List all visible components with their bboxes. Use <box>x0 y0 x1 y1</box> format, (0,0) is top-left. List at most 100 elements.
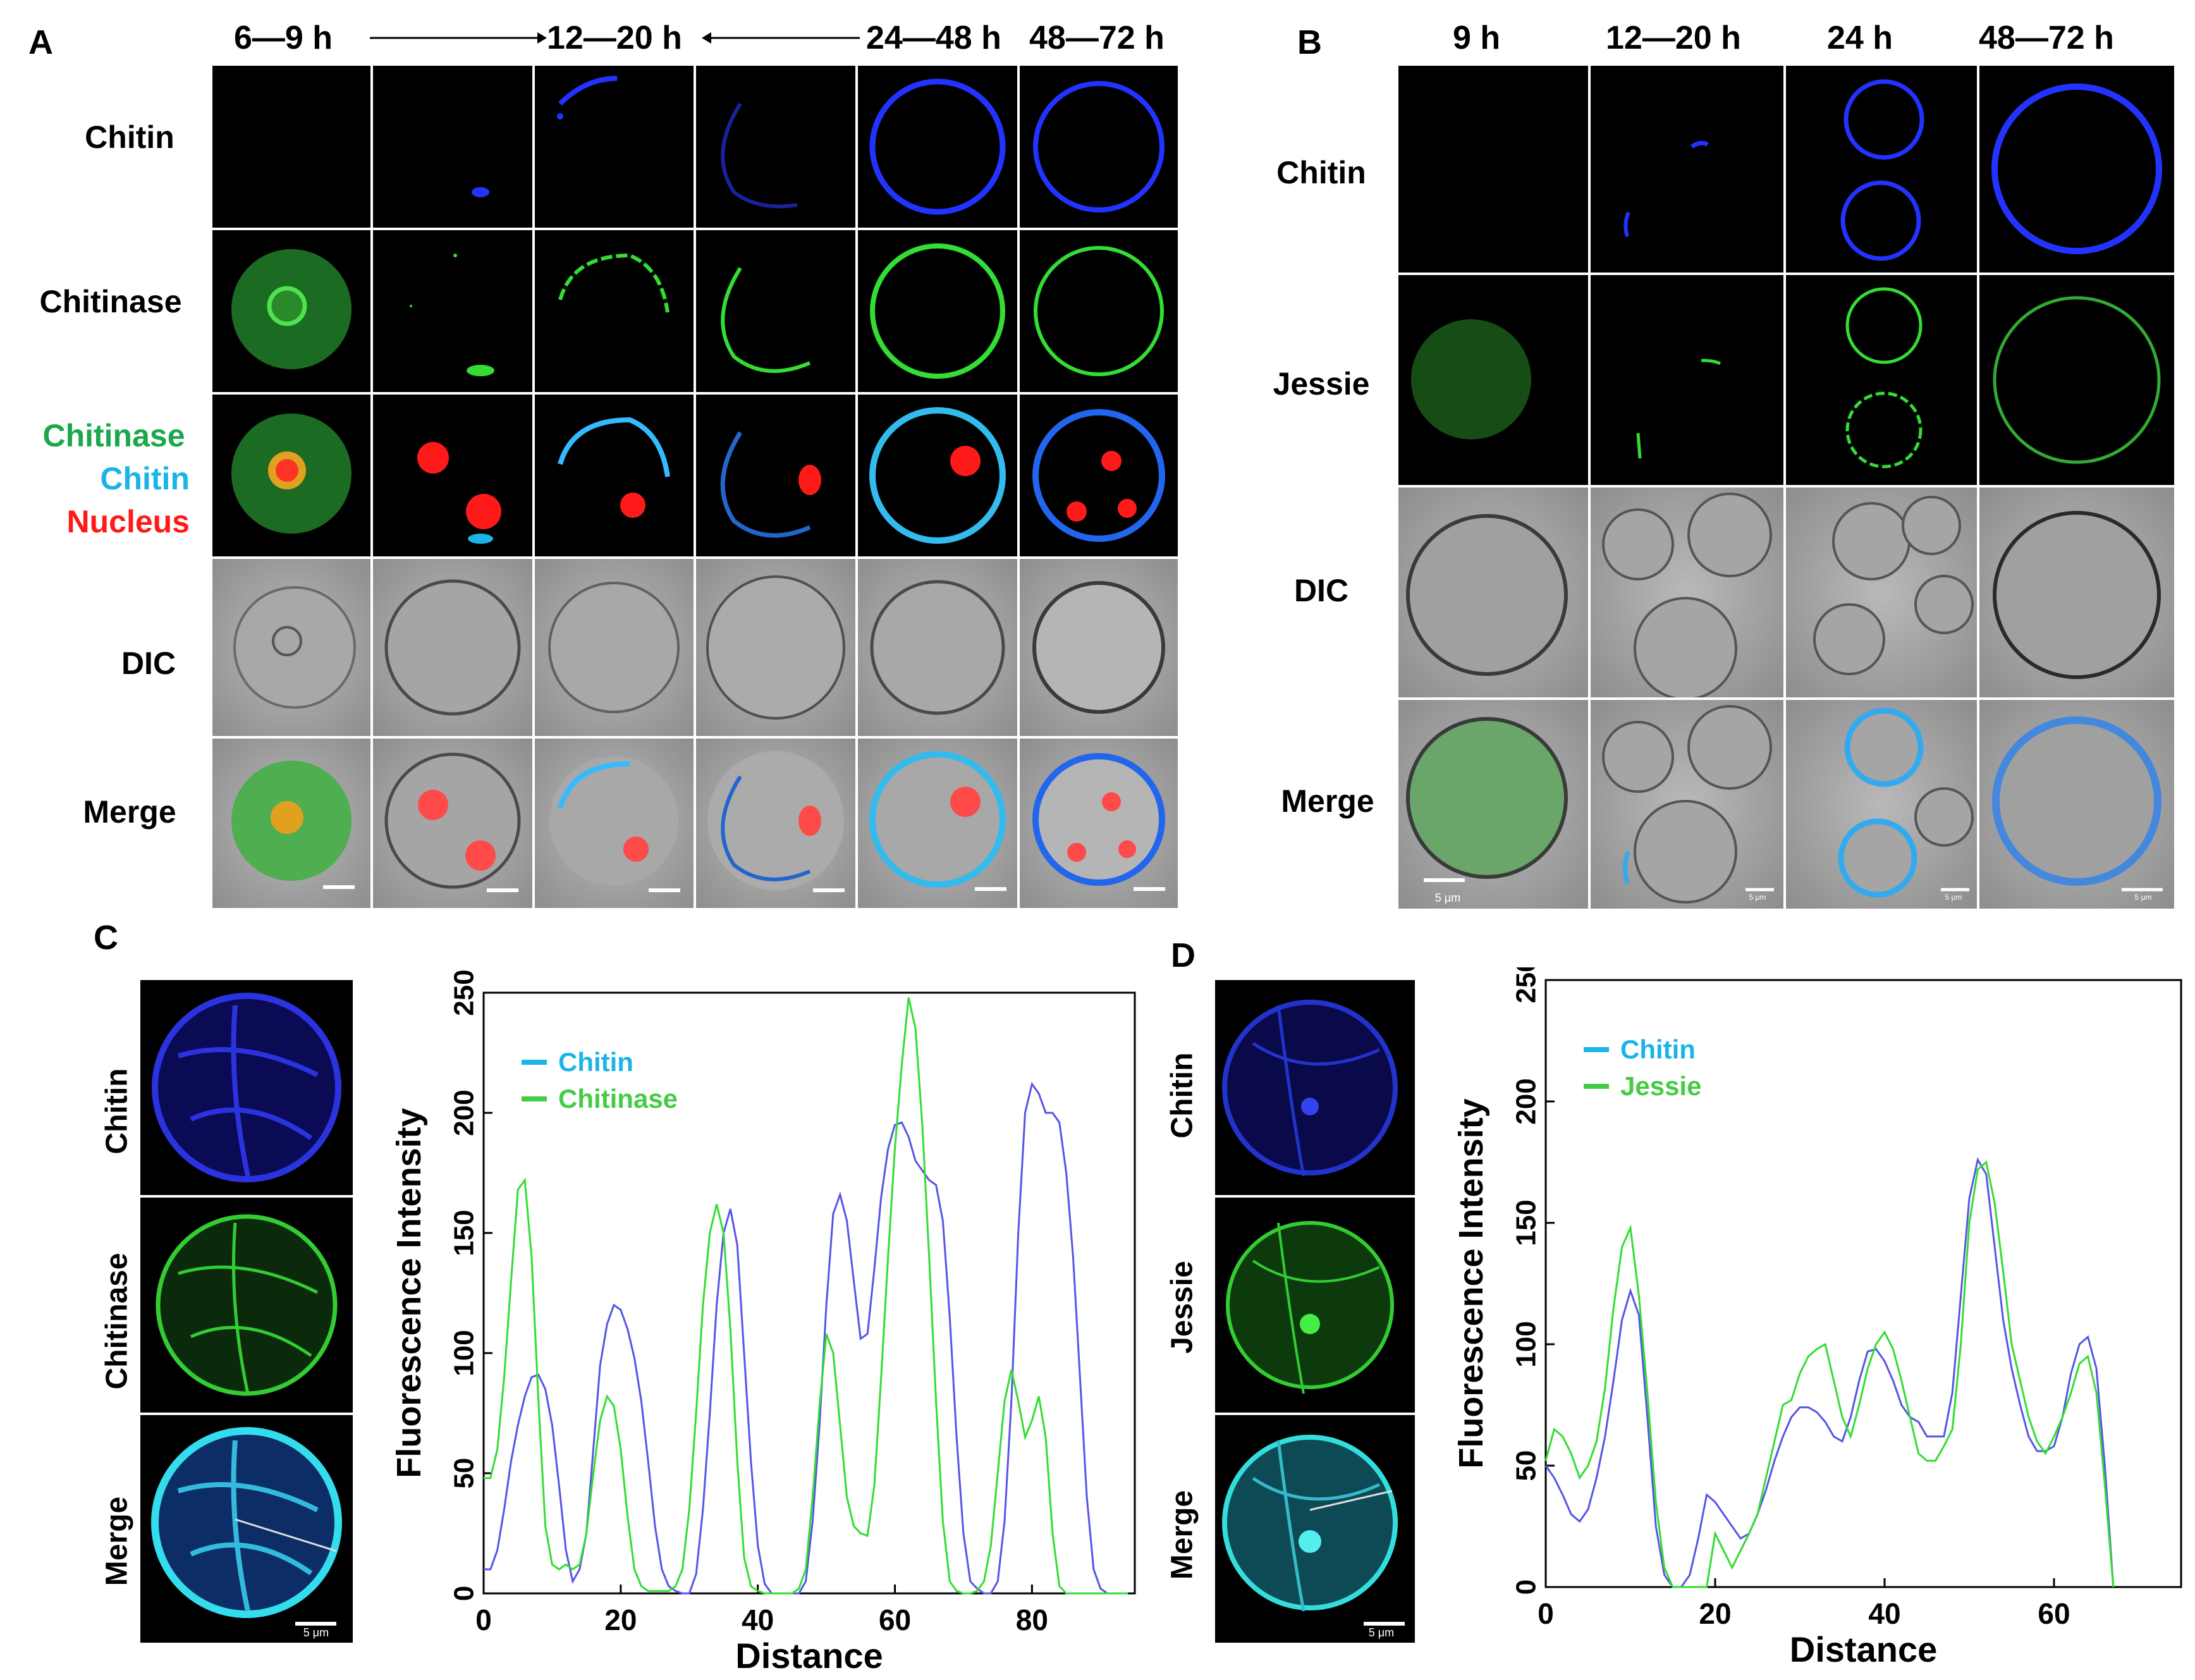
panel-a-overlay-img-4 <box>696 395 855 556</box>
y-tick-label: 200 <box>1511 1078 1542 1124</box>
panel-a-header-1: 6—9 h <box>234 20 333 56</box>
panel-a-overlay-img-5 <box>858 395 1017 556</box>
series-line-chitinase <box>484 997 1128 1595</box>
panel-d-scale: 5 μm <box>1368 1626 1395 1639</box>
panel-a-time-arrows <box>370 32 860 44</box>
legend-label-chitin: Chitin <box>1620 1034 1696 1064</box>
panel-c-scale: 5 μm <box>303 1626 329 1639</box>
panel-d-jessie-img <box>1215 1198 1415 1413</box>
panel-b-merge-img-1 <box>1398 700 1588 909</box>
panel-a-legend-chitinase: Chitinase <box>42 418 185 453</box>
panel-b-jessie-img-1 <box>1398 275 1588 485</box>
panel-b-merge-img-4 <box>1979 700 2174 909</box>
panel-b-dic-img-4 <box>1979 487 2174 697</box>
y-tick-label: 100 <box>449 1330 480 1376</box>
panel-a-dic-img-2 <box>373 559 532 736</box>
panel-a-header-4: 48—72 h <box>1029 20 1165 56</box>
panel-a-merge-img-3 <box>535 739 694 908</box>
panel-a-label: A <box>28 23 53 61</box>
panel-a-merge-img-1 <box>212 739 370 908</box>
panel-a-dic-img-1 <box>212 559 370 736</box>
x-axis-label: Distance <box>1790 1629 1937 1669</box>
panel-c-line-chart: 0 20 40 60 80 0 50 100 150 200 250 Distance Fluoresc… <box>390 969 1136 1676</box>
panel-a-chitin-img-3 <box>535 66 694 228</box>
panel-b-header-1: 9 h <box>1453 20 1501 56</box>
series-line-chitin <box>1544 1157 2115 1588</box>
y-tick-label: 50 <box>1511 1450 1542 1481</box>
x-tick-label: 0 <box>1538 1597 1554 1630</box>
panel-a-chitinase-img-5 <box>858 230 1017 392</box>
panel-a-overlay-img-1 <box>212 395 370 556</box>
x-tick-label: 0 <box>475 1603 492 1636</box>
panel-a-dic-img-6 <box>1020 559 1178 736</box>
plot-frame <box>482 991 1136 1595</box>
panel-a-overlay-img-2 <box>373 395 532 556</box>
panel-d-chitin-img <box>1215 980 1415 1195</box>
panel-a-chitinase-img-6 <box>1020 230 1178 392</box>
panel-c-chitin-img <box>140 980 353 1195</box>
series-line-chitin <box>484 1081 1128 1595</box>
panel-b-chitin-img-1 <box>1398 66 1588 273</box>
legend-label-chitinase: Chitinase <box>558 1084 678 1113</box>
panel-d-label: D <box>1171 936 1195 974</box>
panel-b-row-jessie: Jessie <box>1273 366 1370 402</box>
y-tick-label: 0 <box>449 1586 480 1601</box>
panel-c-label-chitin: Chitin <box>100 1068 134 1155</box>
y-tick-label: 50 <box>449 1458 480 1489</box>
panel-c-label-chitinase: Chitinase <box>100 1253 134 1390</box>
panel-d-label-jessie: Jessie <box>1165 1261 1199 1354</box>
panel-b-chitin-img-4 <box>1979 66 2174 273</box>
y-tick-label: 100 <box>1511 1321 1542 1367</box>
panel-b-scale-2: 5 μm <box>1749 893 1766 902</box>
y-tick-label: 0 <box>1511 1579 1542 1595</box>
panel-a-chitin-img-1 <box>212 66 370 228</box>
panel-b-merge-img-3 <box>1786 700 1977 909</box>
panel-a-row-dic: DIC <box>121 646 176 681</box>
panel-a-overlay-img-6 <box>1020 395 1178 556</box>
x-tick-label: 40 <box>742 1603 774 1636</box>
x-tick-label: 80 <box>1016 1603 1048 1636</box>
panel-b-chitin-img-2 <box>1591 66 1783 273</box>
panel-b-header-3: 24 h <box>1827 20 1893 56</box>
panel-b-merge-img-2 <box>1591 700 1783 909</box>
panel-d-label-chitin: Chitin <box>1165 1052 1199 1139</box>
panel-d-merge-img <box>1215 1415 1415 1643</box>
panel-b-row-chitin: Chitin <box>1276 155 1366 190</box>
panel-a-legend-chitin: Chitin <box>100 461 190 496</box>
panel-a-dic-img-3 <box>535 559 694 736</box>
panel-a-chitin-img-4 <box>696 66 855 228</box>
panel-c-merge-img <box>140 1415 353 1643</box>
panel-a-chitinase-img-2 <box>373 230 532 392</box>
panel-a-chitin-img-5 <box>858 66 1017 228</box>
panel-a-legend-nucleus: Nucleus <box>66 504 190 539</box>
panel-a-merge-img-6 <box>1020 739 1178 908</box>
panel-b-header-4: 48—72 h <box>1979 20 2114 56</box>
panel-b-dic-img-2 <box>1591 487 1783 697</box>
panel-b-chitin-img-3 <box>1786 66 1977 273</box>
panel-c-label: C <box>94 919 118 957</box>
panel-a-row-chitinase: Chitinase <box>39 284 182 319</box>
panel-a-chitin-img-6 <box>1020 66 1178 228</box>
panel-c-chitinase-img <box>140 1198 353 1413</box>
panel-a-chitinase-img-4 <box>696 230 855 392</box>
panel-b-scale-3: 5 μm <box>1945 893 1962 902</box>
panel-b-scale-1: 5 μm <box>1434 892 1461 904</box>
x-tick-label: 60 <box>879 1603 911 1636</box>
x-tick-label: 40 <box>1868 1597 1900 1630</box>
panel-a-chitinase-img-3 <box>535 230 694 392</box>
y-tick-label: 250 <box>1511 967 1542 1003</box>
panel-a-row-chitin: Chitin <box>85 120 174 155</box>
panel-b-header-2: 12—20 h <box>1606 20 1741 56</box>
y-tick-label: 150 <box>449 1210 480 1256</box>
legend-label-jessie: Jessie <box>1620 1071 1701 1101</box>
panel-d-label-merge: Merge <box>1165 1490 1199 1580</box>
y-tick-label: 150 <box>1511 1199 1542 1246</box>
x-tick-label: 20 <box>604 1603 637 1636</box>
panel-b-row-merge: Merge <box>1281 783 1374 819</box>
panel-a-dic-img-4 <box>696 559 855 736</box>
x-tick-label: 60 <box>2038 1597 2070 1630</box>
panel-a-header-3: 24—48 h <box>866 20 1001 56</box>
y-axis-label: Fluorescence Intensity <box>390 1108 428 1478</box>
panel-a-merge-img-4 <box>696 739 855 908</box>
panel-a-merge-img-5 <box>858 739 1017 908</box>
